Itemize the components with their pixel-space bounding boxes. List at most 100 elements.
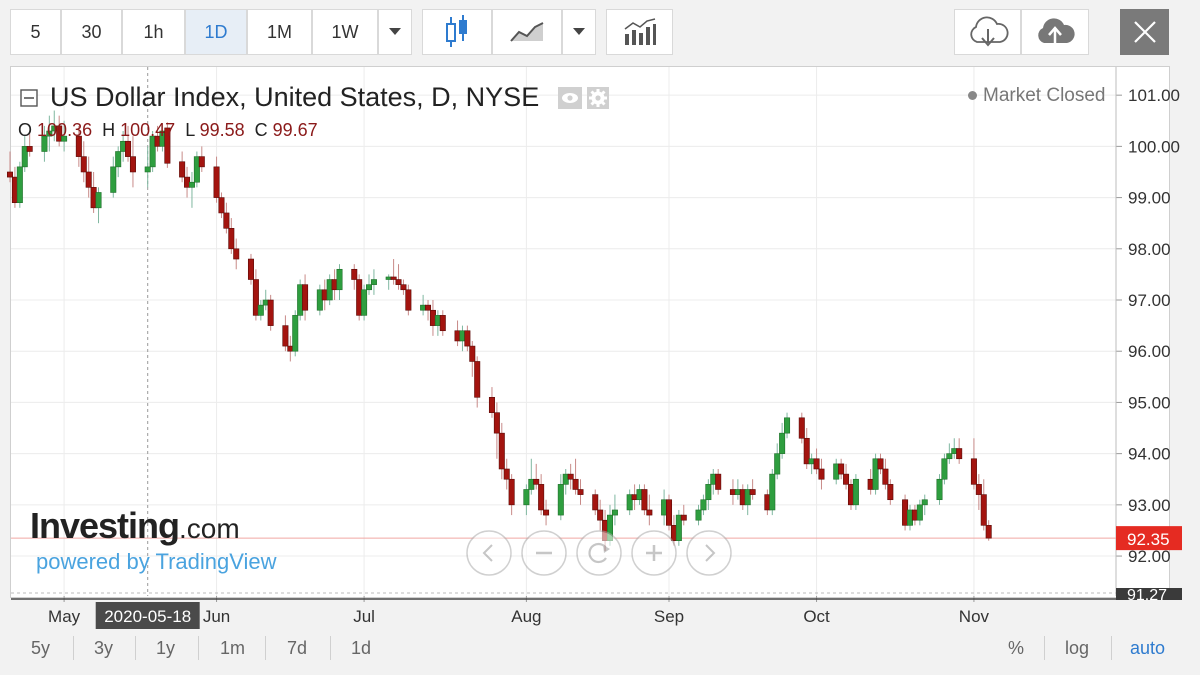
candle xyxy=(936,474,943,505)
scroll-left-button[interactable] xyxy=(466,530,512,576)
line-type-button[interactable] xyxy=(492,9,562,55)
line-chart-icon xyxy=(510,22,544,42)
candle-body xyxy=(818,468,825,480)
candle xyxy=(567,463,574,490)
candle xyxy=(361,284,368,321)
candle-body xyxy=(906,509,913,526)
y-tick-label: 94.00 xyxy=(1128,445,1171,464)
visibility-icon[interactable] xyxy=(558,87,582,109)
candle-body xyxy=(887,484,894,501)
settings-icon[interactable] xyxy=(587,87,609,109)
candle xyxy=(316,284,323,316)
reset-button[interactable] xyxy=(576,530,622,576)
candle-body xyxy=(503,468,510,480)
candle xyxy=(882,458,889,490)
investing-logo[interactable]: Investing.com xyxy=(30,505,240,547)
range-1m-button[interactable]: 1m xyxy=(220,638,246,658)
candle xyxy=(675,509,682,546)
last-price-badge xyxy=(1116,526,1182,551)
candle xyxy=(198,146,205,172)
candle-body xyxy=(184,176,191,188)
low-value: 99.58 xyxy=(199,120,245,140)
close-button[interactable] xyxy=(1120,9,1169,55)
interval-1d-button[interactable]: 1D xyxy=(185,9,247,55)
candle-body xyxy=(26,146,33,152)
candle-body xyxy=(257,304,264,316)
cloud-upload-icon xyxy=(1038,18,1075,43)
percent-toggle[interactable]: % xyxy=(1008,638,1025,658)
candle-body xyxy=(16,166,23,204)
candle xyxy=(188,171,195,208)
candle-body xyxy=(666,499,673,526)
candlestick-type-button[interactable] xyxy=(422,9,492,55)
range-5y-button[interactable]: 5y xyxy=(31,638,51,658)
indicators-button[interactable] xyxy=(606,9,673,55)
candle-body xyxy=(661,499,668,516)
candle xyxy=(302,274,309,321)
interval-dropdown-button[interactable] xyxy=(378,9,412,55)
chart-area[interactable] xyxy=(10,66,1170,598)
range-1y-button[interactable]: 1y xyxy=(156,638,176,658)
candle-body xyxy=(985,525,992,539)
candle xyxy=(847,479,854,510)
candle xyxy=(946,443,953,464)
chart-type-dropdown-button[interactable] xyxy=(562,9,596,55)
interval-1m-button[interactable]: 1M xyxy=(247,9,312,55)
candle xyxy=(572,458,579,495)
range-7d-button[interactable]: 7d xyxy=(287,638,308,658)
candle-body xyxy=(592,494,599,511)
candle-body xyxy=(21,146,28,168)
candle xyxy=(144,146,151,188)
candle xyxy=(434,310,441,336)
reset-icon xyxy=(588,542,609,564)
candle-body xyxy=(813,458,820,470)
zoom-out-button[interactable] xyxy=(521,530,567,576)
candle xyxy=(818,458,825,490)
low-marker-label: 91.27 xyxy=(1127,587,1167,604)
interval-30-button[interactable]: 30 xyxy=(61,9,122,55)
candle-body xyxy=(646,509,653,516)
candle-body xyxy=(936,478,943,501)
interval-1h-button[interactable]: 1h xyxy=(122,9,185,55)
candle xyxy=(641,484,648,516)
download-button[interactable] xyxy=(954,9,1021,55)
candle xyxy=(774,443,781,480)
candle xyxy=(729,479,736,505)
candle-body xyxy=(597,509,604,521)
candle-body xyxy=(872,458,879,490)
candle-body xyxy=(543,509,550,516)
auto-toggle[interactable]: auto xyxy=(1130,638,1166,658)
divider xyxy=(330,636,331,660)
candle-body xyxy=(400,284,407,291)
collapse-icon[interactable] xyxy=(20,89,38,107)
candle xyxy=(16,161,23,208)
crosshair-date-label: 2020-05-18 xyxy=(104,607,191,626)
range-3y-button[interactable]: 3y xyxy=(94,638,114,658)
divider xyxy=(1044,636,1045,660)
candle xyxy=(813,448,820,475)
ohlc-values: O 100.36 H 100.47 L 99.58 C 99.67 xyxy=(18,120,318,141)
candle xyxy=(779,422,786,459)
zoom-in-button[interactable] xyxy=(631,530,677,576)
candle xyxy=(474,356,481,408)
candle-body xyxy=(405,289,412,311)
upload-button[interactable] xyxy=(1021,9,1089,55)
candle xyxy=(336,264,343,301)
candle xyxy=(970,438,977,490)
candle xyxy=(611,494,618,526)
interval-1w-button[interactable]: 1W xyxy=(312,9,378,55)
candle xyxy=(528,458,535,495)
candle xyxy=(985,520,992,541)
log-toggle[interactable]: log xyxy=(1065,638,1090,658)
interval-5-button[interactable]: 5 xyxy=(10,9,61,55)
candle xyxy=(425,300,432,321)
candle xyxy=(941,453,948,485)
range-1d-button[interactable]: 1d xyxy=(351,638,372,658)
powered-by-link[interactable]: powered by TradingView xyxy=(36,549,277,574)
candle-body xyxy=(852,478,859,506)
candle-body xyxy=(223,212,230,229)
candle-body xyxy=(680,514,687,521)
cloud-download-icon xyxy=(969,16,1008,47)
scroll-right-button[interactable] xyxy=(686,530,732,576)
x-tick-label: Jul xyxy=(353,607,375,626)
